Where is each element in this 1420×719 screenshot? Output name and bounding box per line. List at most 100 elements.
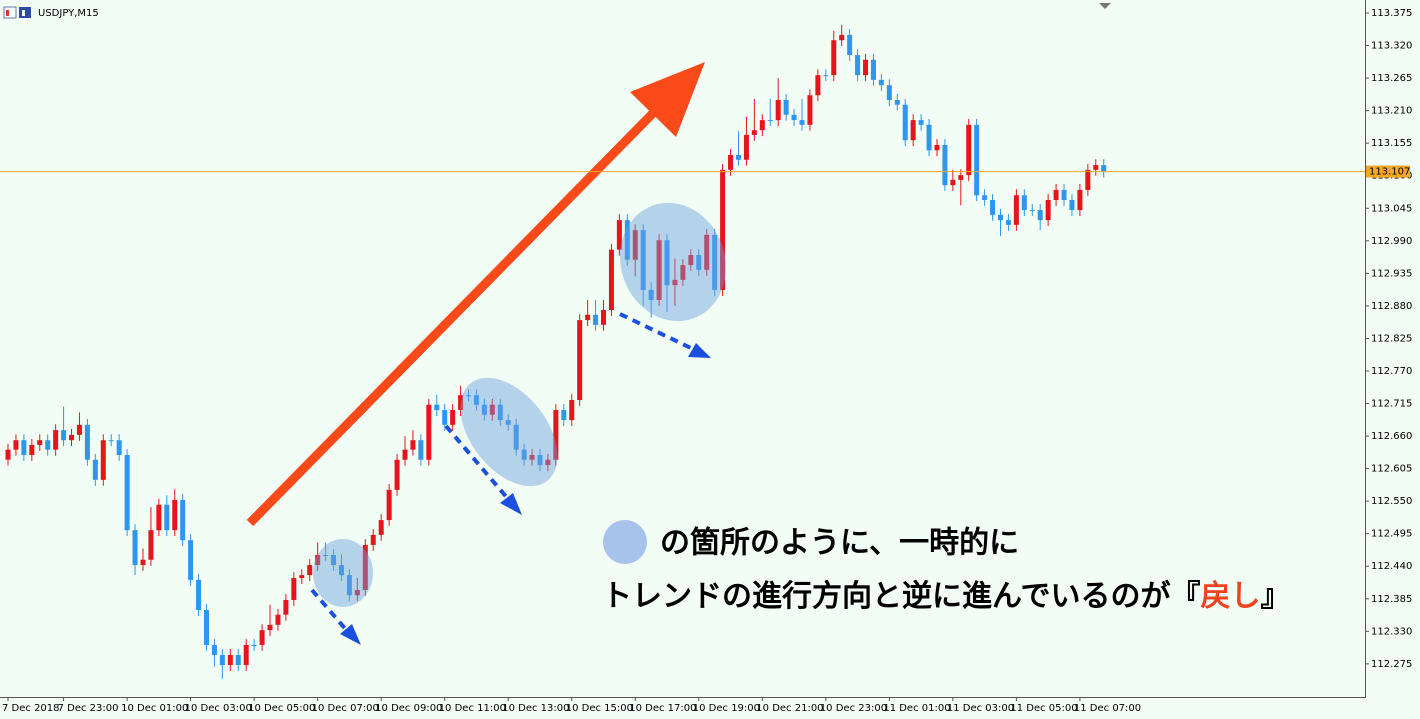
candle-body [1053,189,1059,200]
candle-body [5,449,11,460]
candle-body [807,95,813,125]
candle-body [267,624,273,631]
candle-body [656,240,662,300]
x-tick-label: 11 Dec 03:00 [947,703,1014,714]
x-tick-label: 10 Dec 03:00 [185,703,252,714]
trend-arrow [246,102,664,527]
y-tick-label: 112.715 [1371,399,1412,410]
x-tick-label: 10 Dec 07:00 [312,703,379,714]
candle-body [148,530,154,560]
candle-body [251,644,257,646]
candle-body [720,169,726,290]
candle-body [918,120,924,125]
y-tick-label: 113.375 [1371,8,1412,19]
candle-body [950,179,956,186]
candle-body [164,504,170,531]
y-tick-label: 112.550 [1371,496,1412,507]
candle-body [53,430,59,450]
candle-body [76,424,82,435]
plot [5,24,1107,679]
candle-body [21,440,27,456]
candle-body [1021,195,1027,211]
candle-body [418,440,424,460]
candle-body [100,440,106,480]
pullback-arrows [310,312,696,634]
candle-body [378,520,384,535]
y-tick-label: 112.275 [1371,659,1412,670]
y-tick-label: 113.265 [1371,73,1412,84]
candle-body [299,575,305,579]
x-tick-label: 11 Dec 07:00 [1074,703,1141,714]
legend-circle [603,520,647,564]
candle-body [513,424,519,450]
candle-body [616,220,622,250]
candle-body [235,654,241,666]
candle-body [1045,199,1051,221]
candle-body [426,404,432,460]
candle-body [799,120,805,125]
candle-body [219,654,225,666]
candle-body [839,34,845,41]
candle-body [529,455,535,460]
candle-body [775,99,781,121]
candle-body [910,120,916,141]
highlight-ellipse [460,377,558,487]
candle-body [823,75,829,77]
candle-body [743,134,749,160]
candle-body [243,644,249,666]
candle-body [315,554,321,566]
candle-body [497,404,503,421]
annotation-highlight: 戻し [1201,579,1261,614]
candle-body [45,440,51,450]
candle-body [489,404,495,415]
current-price-label: 113.107 [1369,167,1410,178]
candle-body [434,404,440,411]
candle-body [307,565,313,576]
candle-body [577,320,583,400]
candle-body [878,79,884,86]
candle-body [402,449,408,460]
candle-body [974,124,980,196]
candle-body [870,59,876,80]
candle-body [1069,199,1075,211]
candle-body [338,565,344,576]
annotation-line2: トレンドの進行方向と逆に進んでいるのが『戻し』 [602,579,1291,614]
y-tick-label: 112.385 [1371,594,1412,605]
y-tick-label: 112.990 [1371,236,1412,247]
y-tick-label: 112.440 [1371,561,1412,572]
candle-body [172,499,178,531]
candle-body [442,410,448,425]
candle-body [902,104,908,141]
candle-body [545,459,551,466]
candle-body [696,255,702,270]
candle-body [680,265,686,280]
annotation-text: 』 [1261,579,1291,614]
candle-body [505,420,511,425]
candle-body [1037,210,1043,221]
shift-marker [1099,3,1111,9]
x-tick-label: 10 Dec 05:00 [248,703,315,714]
current-price-box [1366,165,1410,178]
candle-body [140,559,146,566]
candle-body [553,410,559,460]
candle-body [13,440,19,450]
candle-body [855,55,861,76]
candle-body [934,144,940,151]
candle-body [894,99,900,105]
candle-body [593,314,599,325]
x-tick-label: 11 Dec 05:00 [1010,703,1077,714]
y-tick-label: 112.935 [1371,268,1412,279]
candle-body [664,240,670,286]
candle-body [1005,220,1011,225]
candle-body [672,279,678,286]
x-tick-label: 7 Dec 23:00 [58,703,119,714]
y-tick-label: 113.320 [1371,41,1412,52]
candle-body [466,395,472,397]
annotation-line1: の箇所のように、一時的に [660,526,1019,561]
candle-body [569,399,575,421]
y-tick-label: 113.045 [1371,203,1412,214]
trend-arrow-head [630,62,705,137]
candle-body [601,310,606,325]
